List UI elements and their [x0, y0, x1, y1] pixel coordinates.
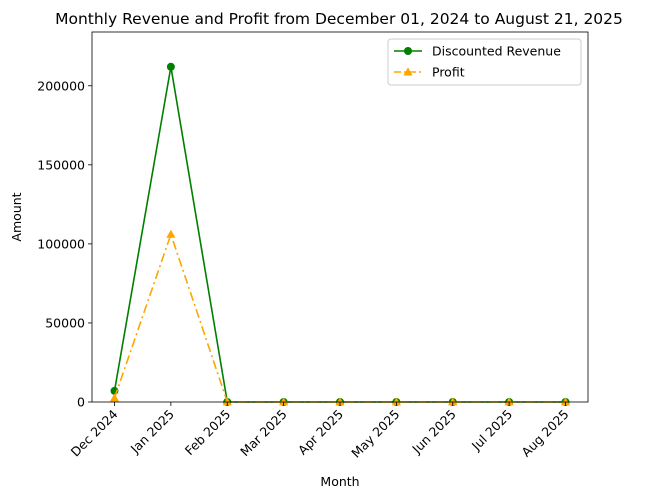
x-tick-label: May 2025 [348, 407, 402, 461]
legend-label-profit: Profit [432, 65, 465, 80]
data-point-profit [222, 397, 232, 406]
y-tick-label: 200000 [37, 78, 85, 93]
series-line-discounted-revenue [113, 66, 566, 403]
legend-marker-profit [403, 67, 413, 76]
x-tick-label: Jun 2025 [408, 407, 458, 457]
axes: 0 50000 100000 150000 200000 Dec 2024 Jan 2025… [37, 31, 589, 461]
data-point-profit [504, 397, 514, 406]
legend-box [387, 38, 582, 86]
y-tick-label: 100000 [37, 236, 85, 251]
legend-marker-discounted-revenue [404, 47, 412, 55]
series-line-profit [113, 233, 566, 403]
plot-area [109, 62, 571, 406]
plot-frame [91, 31, 589, 403]
data-point-profit [448, 397, 458, 406]
x-tick-label: Apr 2025 [295, 407, 346, 458]
data-point-profit [391, 397, 401, 406]
legend-label-discounted-revenue: Discounted Revenue [432, 44, 561, 59]
data-point-profit [279, 397, 289, 406]
chart-title: Monthly Revenue and Profit from December… [55, 10, 623, 28]
x-tick-label: Jul 2025 [468, 407, 515, 454]
x-tick-label: Mar 2025 [237, 407, 290, 460]
data-point-profit [335, 397, 345, 406]
data-point-discounted-revenue [166, 62, 175, 71]
data-point-profit [166, 229, 176, 238]
x-axis-label: Month [320, 474, 359, 489]
x-tick-label: Dec 2024 [68, 406, 121, 459]
y-axis-label: Amount [9, 192, 24, 241]
data-point-profit [560, 397, 571, 406]
x-tick-label: Jan 2025 [127, 407, 177, 457]
x-tick-label: Feb 2025 [182, 407, 234, 459]
y-tick-label: 0 [77, 395, 85, 410]
legend: Discounted Revenue Profit [387, 38, 582, 86]
y-tick-label: 50000 [45, 315, 85, 330]
data-point-profit [109, 393, 120, 402]
y-tick-label: 150000 [37, 157, 85, 172]
x-tick-label: Aug 2025 [518, 407, 571, 460]
